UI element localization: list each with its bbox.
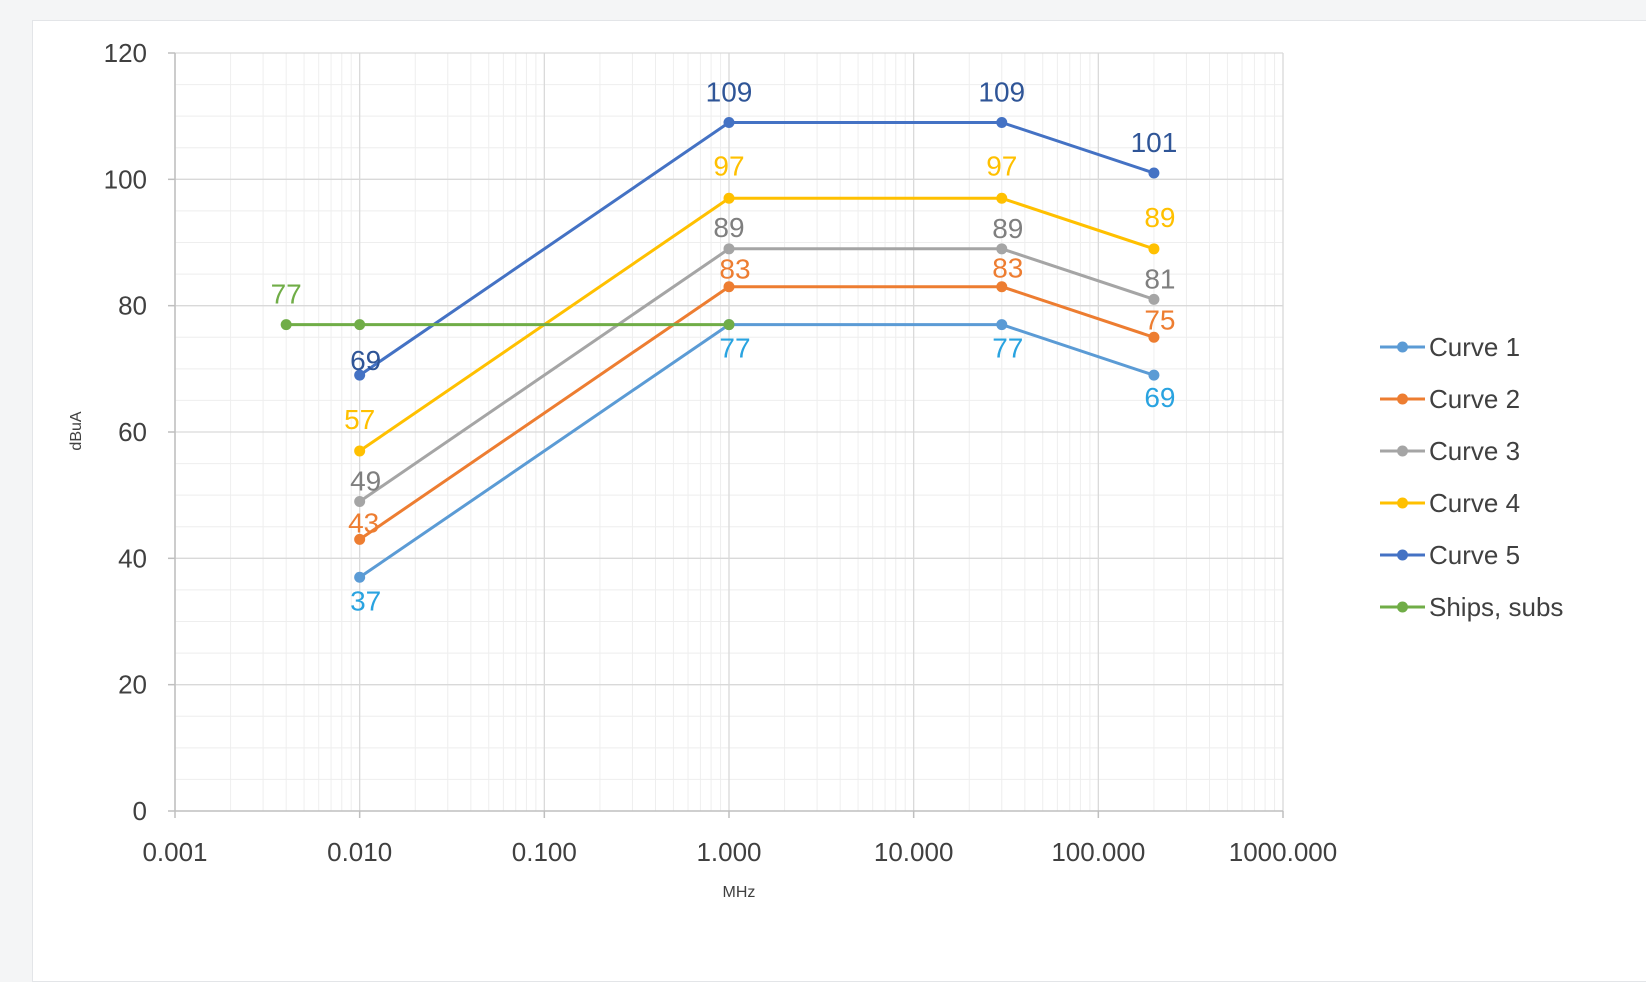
x-tick-labels: 0.001 0.010 0.100 1.000 10.000 100.000 1000.00… bbox=[142, 837, 1337, 867]
data-label: 77 bbox=[992, 333, 1023, 364]
x-tick-label: 0.010 bbox=[327, 837, 392, 867]
legend-label: Curve 5 bbox=[1429, 540, 1520, 570]
data-label: 77 bbox=[719, 333, 750, 364]
data-label: 69 bbox=[350, 345, 381, 376]
legend-swatch-marker bbox=[1397, 601, 1408, 613]
data-point bbox=[996, 281, 1008, 293]
data-point bbox=[1148, 167, 1160, 179]
data-point bbox=[354, 445, 366, 457]
data-point bbox=[723, 116, 735, 128]
data-label: 97 bbox=[986, 150, 1017, 181]
series-5 bbox=[354, 116, 1160, 381]
y-tick-label: 60 bbox=[118, 417, 147, 447]
series-1 bbox=[354, 319, 1160, 583]
series-line bbox=[358, 121, 1155, 377]
data-point bbox=[996, 116, 1008, 128]
data-point bbox=[723, 243, 735, 255]
series-layer bbox=[280, 116, 1160, 583]
legend-swatch-marker bbox=[1397, 341, 1408, 353]
data-label: 101 bbox=[1131, 127, 1178, 158]
data-label: 37 bbox=[350, 585, 381, 616]
x-tick-label: 1.000 bbox=[696, 837, 761, 867]
data-point bbox=[996, 319, 1008, 331]
data-point bbox=[354, 319, 366, 331]
x-tick-label: 10.000 bbox=[874, 837, 954, 867]
y-axis-title: dBuA bbox=[68, 411, 85, 450]
chart-area: 0.001 0.010 0.100 1.000 10.000 100.000 1000.00… bbox=[32, 20, 1646, 982]
data-point bbox=[354, 495, 366, 507]
data-point bbox=[996, 243, 1008, 255]
data-point bbox=[354, 533, 366, 545]
y-tick-label: 100 bbox=[104, 164, 147, 194]
legend-item-6: Ships, subs bbox=[1380, 592, 1563, 622]
series-2 bbox=[354, 281, 1160, 545]
legend-item-1: Curve 1 bbox=[1380, 332, 1520, 362]
legend-swatch-marker bbox=[1397, 445, 1408, 457]
data-label: 81 bbox=[1144, 263, 1175, 294]
data-label: 89 bbox=[713, 212, 744, 243]
data-label: 43 bbox=[348, 507, 379, 538]
data-point bbox=[1148, 243, 1160, 255]
legend: Curve 1 Curve 2 Curve 3 Curve 4 Curve 5 Ships… bbox=[1380, 332, 1563, 622]
legend-label: Curve 2 bbox=[1429, 384, 1520, 414]
x-tick-label: 0.100 bbox=[512, 837, 577, 867]
data-label: 109 bbox=[978, 76, 1025, 107]
y-tick-label: 0 bbox=[133, 796, 147, 826]
data-label: 97 bbox=[713, 150, 744, 181]
data-labels: 37 77 77 69 43 83 83 75 49 89 89 81 57 97 97 89 69 109 109… bbox=[271, 76, 1178, 616]
x-tick-label: 0.001 bbox=[142, 837, 207, 867]
data-label: 77 bbox=[271, 279, 302, 310]
y-tick-labels: 0 20 40 60 80 100 120 bbox=[104, 38, 147, 826]
y-tick-label: 20 bbox=[118, 670, 147, 700]
x-tick-label: 100.000 bbox=[1051, 837, 1145, 867]
legend-item-3: Curve 3 bbox=[1380, 436, 1520, 466]
data-label: 89 bbox=[1144, 202, 1175, 233]
x-axis-title: MHz bbox=[723, 884, 756, 901]
data-label: 69 bbox=[1144, 382, 1175, 413]
data-point bbox=[1148, 369, 1160, 381]
data-point bbox=[280, 319, 292, 331]
x-tick-label: 1000.000 bbox=[1229, 837, 1337, 867]
axes bbox=[168, 52, 1284, 818]
data-label: 49 bbox=[350, 465, 381, 496]
y-tick-label: 40 bbox=[118, 543, 147, 573]
data-point bbox=[354, 369, 366, 381]
series-line bbox=[358, 285, 1155, 541]
y-tick-label: 120 bbox=[104, 38, 147, 68]
data-point bbox=[354, 571, 366, 583]
series-6 bbox=[280, 319, 735, 331]
data-point bbox=[723, 319, 735, 331]
data-label: 89 bbox=[992, 213, 1023, 244]
legend-swatch-marker bbox=[1397, 549, 1408, 561]
data-label: 83 bbox=[719, 254, 750, 285]
data-point bbox=[996, 192, 1008, 204]
legend-item-5: Curve 5 bbox=[1380, 540, 1520, 570]
legend-label: Curve 4 bbox=[1429, 488, 1520, 518]
major-gridlines bbox=[174, 52, 1284, 811]
y-tick-label: 80 bbox=[118, 291, 147, 321]
legend-item-4: Curve 4 bbox=[1380, 488, 1520, 518]
data-label: 57 bbox=[344, 404, 375, 435]
series-3 bbox=[354, 243, 1160, 507]
series-line bbox=[358, 323, 1155, 579]
legend-label: Ships, subs bbox=[1429, 592, 1563, 622]
data-point bbox=[1148, 293, 1160, 305]
data-point bbox=[723, 192, 735, 204]
legend-swatch-marker bbox=[1397, 393, 1408, 405]
series-line bbox=[358, 247, 1155, 503]
data-label: 83 bbox=[992, 253, 1023, 284]
legend-swatch-marker bbox=[1397, 497, 1408, 509]
data-point bbox=[1148, 331, 1160, 343]
data-label: 109 bbox=[706, 76, 753, 107]
legend-label: Curve 3 bbox=[1429, 436, 1520, 466]
line-chart: 0.001 0.010 0.100 1.000 10.000 100.000 1000.00… bbox=[68, 38, 1563, 901]
data-point bbox=[723, 281, 735, 293]
legend-item-2: Curve 2 bbox=[1380, 384, 1520, 414]
legend-label: Curve 1 bbox=[1429, 332, 1520, 362]
data-label: 75 bbox=[1144, 304, 1175, 335]
